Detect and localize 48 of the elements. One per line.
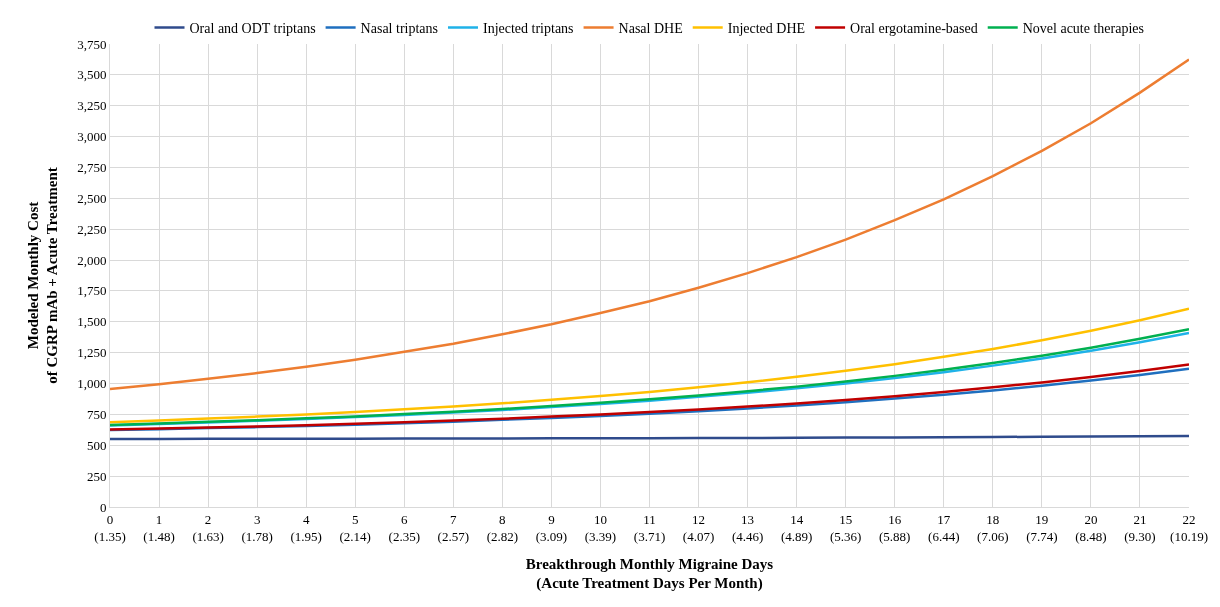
legend-label: Novel acute therapies: [1022, 21, 1144, 37]
legend-label: Injected triptans: [482, 21, 574, 37]
y-tick-label: 2,750: [77, 160, 107, 176]
x-tick-label: 14 (4.89): [780, 511, 813, 544]
x-tick-label: 16 (5.88): [879, 511, 911, 544]
line-series: [110, 307, 1189, 424]
line-series: [110, 58, 1189, 391]
y-tick-label: 3,000: [77, 129, 107, 145]
y-tick-label: 1,500: [77, 314, 107, 330]
x-tick-label: 17 (6.44): [928, 511, 960, 544]
legend-label: Oral and ODT triptans: [189, 21, 316, 37]
y-tick-label: 3,250: [77, 98, 107, 114]
x-tick-label: 21 (9.30): [1124, 511, 1156, 544]
y-tick-label: 3,500: [77, 67, 107, 83]
x-tick-label: 6 (2.35): [388, 511, 420, 544]
y-tick-label: 2,250: [77, 221, 107, 237]
legend-label: Nasal DHE: [618, 21, 683, 37]
x-tick-label: 4 (1.95): [290, 511, 322, 544]
legend-label: Nasal triptans: [360, 21, 438, 37]
y-tick-label: 1,000: [77, 376, 107, 392]
x-tick-label: 12 (4.07): [682, 511, 715, 544]
y-axis-title: Modeled Monthly Cost of CGRP mAb + Acute Treatment: [24, 167, 61, 384]
x-tick-label: 8 (2.82): [486, 511, 519, 544]
y-tick-label: 250: [86, 468, 107, 484]
x-tick-label: 5 (2.14): [339, 511, 371, 544]
y-tick-label: 1,750: [77, 283, 107, 299]
x-tick-label: 7 (2.57): [437, 511, 470, 544]
x-tick-label: 22 (10.19): [1170, 511, 1208, 544]
x-tick-label: 9 (3.09): [535, 511, 568, 544]
legend-label: Oral ergotamine-based: [850, 21, 978, 37]
y-tick-label: 2,500: [77, 190, 107, 206]
x-tick-label: 3 (1.78): [241, 511, 273, 544]
x-axis-title: Breakthrough Monthly Migraine Days (Acute Treatment Days Per Month): [525, 555, 774, 592]
y-tick-label: 500: [86, 437, 107, 453]
x-tick-label: 2 (1.63): [192, 511, 224, 544]
x-tick-label: 13 (4.46): [731, 511, 764, 544]
x-tick-label: 11 (3.71): [633, 511, 666, 544]
legend-label: Injected DHE: [727, 21, 806, 37]
y-tick-label: 750: [86, 406, 107, 422]
y-tick-label: 3,750: [77, 36, 107, 52]
y-tick-label: 1,250: [77, 345, 107, 361]
x-tick-label: 20 (8.48): [1075, 511, 1107, 544]
y-tick-label: 2,000: [77, 252, 107, 268]
x-tick-label: 18 (7.06): [977, 511, 1009, 544]
x-tick-label: 10 (3.39): [584, 511, 617, 544]
x-tick-label: 19 (7.74): [1026, 511, 1058, 544]
x-tick-label: 1 (1.48): [143, 511, 175, 544]
x-tick-label: 15 (5.36): [829, 511, 862, 544]
